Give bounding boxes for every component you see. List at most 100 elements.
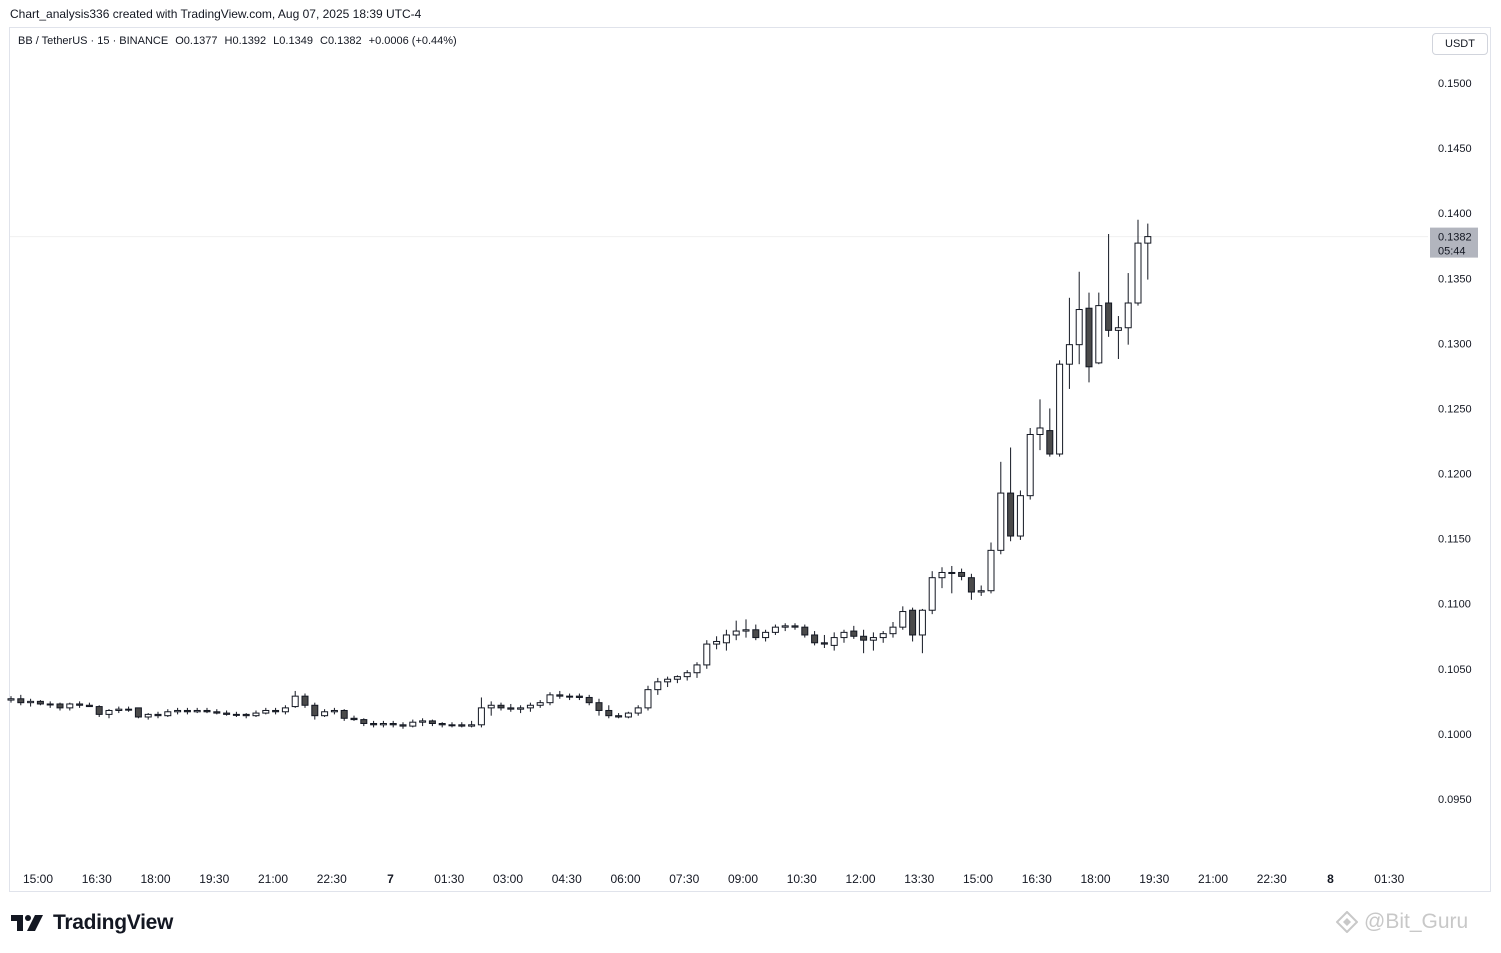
time-axis[interactable]: 15:00 16:30 18:00 19:30 21:00 22:30 7 01:30 03:0… xyxy=(23,872,1405,886)
candle xyxy=(722,629,730,651)
candle xyxy=(154,711,162,719)
candle xyxy=(1124,273,1132,345)
candle-body xyxy=(419,720,427,723)
candle-body xyxy=(272,709,280,713)
candle xyxy=(428,719,436,727)
candle-body xyxy=(321,711,329,717)
candle-body xyxy=(399,724,407,727)
candle xyxy=(340,709,348,721)
candle xyxy=(507,703,515,712)
candle xyxy=(497,702,505,711)
candle-body xyxy=(899,611,907,628)
candle xyxy=(1105,234,1113,337)
candle xyxy=(17,694,25,706)
tradingview-logo[interactable]: TradingView xyxy=(11,911,173,935)
candle-body xyxy=(811,634,819,644)
price-tick-label: 0.1150 xyxy=(1438,534,1471,546)
candle-body xyxy=(1007,492,1015,537)
candle xyxy=(46,701,54,708)
time-tick-label: 15:00 xyxy=(963,872,993,886)
candle-body xyxy=(105,709,113,715)
symbol-name[interactable]: BB / TetherUS · 15 · BINANCE xyxy=(18,35,169,47)
candle xyxy=(232,711,240,717)
candle-body xyxy=(781,625,789,628)
candle-body xyxy=(458,724,466,727)
candle-body xyxy=(1085,307,1093,368)
candle xyxy=(918,608,926,654)
tradingview-wordmark: TradingView xyxy=(53,911,174,934)
candle-body xyxy=(1124,302,1132,329)
price-tick-label: 0.1500 xyxy=(1438,78,1472,90)
candle-body xyxy=(556,694,564,697)
time-tick-label: 8 xyxy=(1327,872,1334,886)
bar-countdown: 05:44 xyxy=(1438,246,1466,258)
candle xyxy=(477,697,485,728)
candle-body xyxy=(860,635,868,641)
candle xyxy=(242,713,250,719)
candle xyxy=(115,706,123,714)
candle xyxy=(634,705,642,716)
candle xyxy=(546,692,554,706)
currency-button[interactable]: USDT xyxy=(1432,33,1488,55)
candle-body xyxy=(879,633,887,639)
candle xyxy=(595,698,603,716)
candle xyxy=(438,722,446,728)
time-tick-label: 18:00 xyxy=(140,872,170,886)
candle xyxy=(840,629,848,643)
candle xyxy=(997,461,1005,555)
candle-body xyxy=(850,630,858,637)
candle-body xyxy=(742,629,750,632)
candles xyxy=(7,219,1152,729)
price-axis[interactable]: 0.1500 0.1450 0.1400 0.1350 0.1300 0.1250 0.12… xyxy=(1438,78,1472,806)
price-tick-label: 0.1200 xyxy=(1438,469,1472,481)
candle-body xyxy=(526,704,534,709)
candle-body xyxy=(820,642,828,645)
candle-body xyxy=(134,707,142,718)
candle-body xyxy=(36,700,44,705)
candle-body xyxy=(958,571,966,577)
candle-body xyxy=(624,712,632,718)
high-value: H0.1392 xyxy=(224,35,267,47)
binance-square-icon xyxy=(1336,911,1358,933)
candle-body xyxy=(174,709,182,713)
candle xyxy=(899,606,907,630)
candle xyxy=(615,713,623,719)
price-tick-label: 0.1400 xyxy=(1438,208,1472,220)
time-tick-label: 04:30 xyxy=(552,872,582,886)
time-tick-label: 10:30 xyxy=(787,872,817,886)
candle-body xyxy=(301,695,309,706)
candle-body xyxy=(242,713,250,717)
candle xyxy=(830,632,838,651)
time-tick-label: 06:00 xyxy=(610,872,640,886)
candle-body xyxy=(762,631,770,639)
candle xyxy=(252,710,260,717)
candle-body xyxy=(517,707,525,710)
time-tick-label: 13:30 xyxy=(904,872,934,886)
price-tick-label: 0.0950 xyxy=(1438,794,1472,806)
candle xyxy=(164,709,172,717)
candle xyxy=(1085,292,1093,383)
candle-body xyxy=(575,695,583,698)
candle-body xyxy=(330,709,338,713)
candle xyxy=(193,707,201,714)
candle xyxy=(262,707,270,715)
candle-body xyxy=(967,577,975,593)
open-value: O0.1377 xyxy=(175,35,218,47)
close-value: C0.1382 xyxy=(320,35,362,47)
candle-body xyxy=(595,702,603,711)
candle xyxy=(575,693,583,701)
candle-body xyxy=(281,707,289,713)
candle xyxy=(605,705,613,719)
candle-body xyxy=(791,625,799,628)
candle xyxy=(27,698,35,707)
candle-body xyxy=(752,629,760,639)
time-tick-label: 07:30 xyxy=(669,872,699,886)
candle xyxy=(967,573,975,600)
candle-body xyxy=(536,702,544,706)
price-tick-label: 0.1250 xyxy=(1438,403,1472,415)
candle xyxy=(889,621,897,638)
price-tick-label: 0.1000 xyxy=(1438,729,1472,741)
candle-body xyxy=(125,708,133,711)
candle-body xyxy=(193,709,201,713)
